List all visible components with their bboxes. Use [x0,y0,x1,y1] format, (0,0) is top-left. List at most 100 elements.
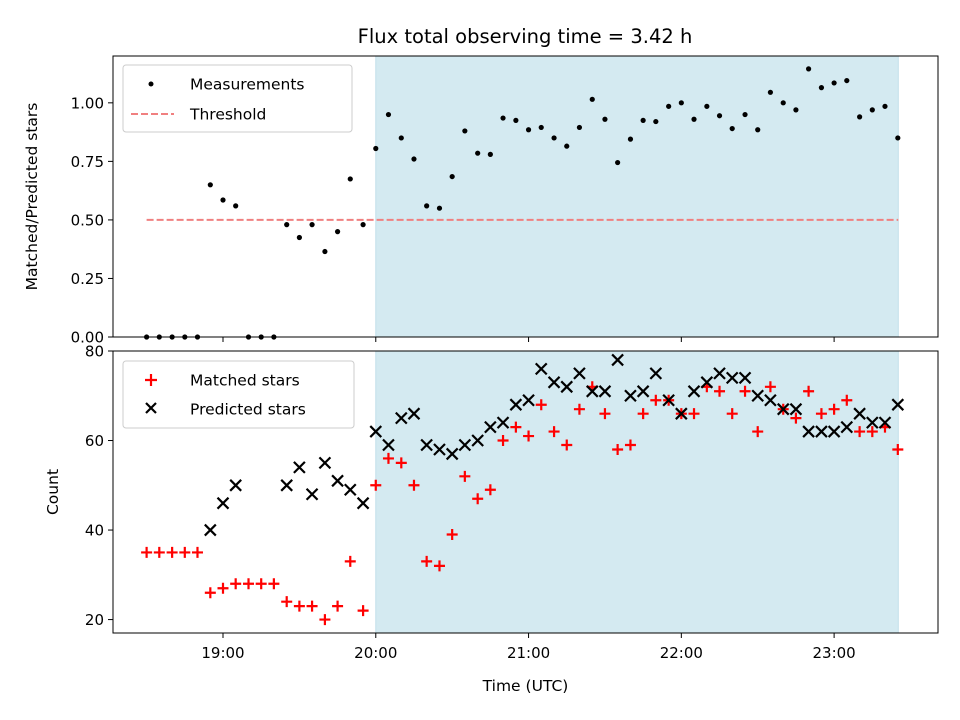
top-axes-frame [112,55,939,338]
predicted-star-point [687,385,701,398]
matched-star-point [153,546,165,558]
predicted-star-point [700,376,714,389]
matched-star-point [281,596,293,608]
measurement-point [322,248,328,255]
measurement-point [576,124,583,131]
matched-star-point [230,578,242,590]
matched-star-point [803,385,815,397]
measurement-point [780,100,786,106]
matched-star-point [828,403,840,415]
matched-star-point [764,381,776,393]
matched-star-point [573,403,585,415]
matched-star-point [612,443,624,455]
measurement-point [615,159,621,166]
predicted-star-point [764,393,777,407]
measurement-point [513,117,519,123]
matched-star-point [306,600,318,612]
measurement-point [436,205,443,211]
measurement-point [831,80,837,86]
matched-star-point [357,605,369,617]
predicted-star-point [789,402,803,416]
legend-predicted-label: Predicted stars [190,401,306,419]
matched-star-point [624,439,636,451]
measurement-point [487,151,493,157]
measurement-point [424,203,430,209]
measurement-point [411,156,417,162]
y-tick-label: 0.25 [71,270,104,288]
matched-star-point [637,408,649,420]
bottom-y-axis-label: Count [44,469,62,515]
measurement-point [334,229,341,235]
matched-star-point [268,578,280,590]
predicted-star-point [853,407,866,420]
predicted-star-point [776,402,790,416]
matched-star-point [370,479,382,491]
bottom-legend-box [122,360,355,429]
predicted-star-point [751,389,764,403]
measurement-point [385,111,392,118]
predicted-star-point [675,407,688,420]
measurement-point [895,135,901,141]
measurement-point [373,145,379,152]
measurement-point [602,116,608,122]
predicted-star-point [420,438,433,452]
legend-matched-marker [145,374,157,386]
matched-star-point [344,555,356,567]
measurement-point [844,77,850,84]
matched-star-point [382,452,394,464]
matched-star-point [255,578,267,590]
predicted-star-point [802,425,815,438]
matched-star-point [217,582,229,594]
measurement-point [564,143,570,149]
measurement-point [220,197,226,203]
predicted-star-point [725,371,739,385]
measurement-point [742,111,748,118]
predicted-star-point [382,438,395,452]
predicted-star-point [560,380,574,394]
predicted-star-point [280,479,293,492]
predicted-star-point [433,443,446,456]
predicted-star-point [229,479,242,492]
matched-star-point [191,546,203,558]
x-tick-label: 19:00 [201,644,244,662]
matched-star-point [535,399,547,411]
measurement-point [538,124,544,131]
matched-star-point [841,394,853,406]
matched-star-point [243,578,255,590]
predicted-star-point [356,496,370,510]
bottom-legend: Matched stars Predicted stars [122,360,355,429]
top-legend-box [122,64,353,133]
predicted-star-point [369,425,383,438]
predicted-star-point [815,425,828,438]
matched-star-point [408,479,420,491]
predicted-star-point [891,398,905,411]
measurement-point [627,136,634,142]
legend-matched-label: Matched stars [190,372,300,390]
predicted-star-point [827,425,841,438]
predicted-star-point [305,487,319,501]
matched-star-point [892,443,904,455]
measurement-point [347,176,353,182]
measurement-point [729,125,735,132]
y-tick-label: 20 [85,611,104,629]
predicted-star-point [866,416,879,429]
measurement-point [691,116,697,122]
measurement-point [462,128,468,134]
measurement-point [398,135,404,141]
chart-title: Flux total observing time = 3.42 h [358,25,693,48]
matched-star-point [484,484,496,496]
predicted-star-point [395,411,408,425]
top-y-axis-label: Matched/Predicted stars [23,103,41,291]
matched-star-point [204,587,216,599]
matched-star-point [395,457,407,469]
measurement-point [666,103,672,109]
bottom-plot-marks [141,353,905,626]
predicted-star-point [216,496,230,510]
y-tick-label: 0.50 [71,211,104,229]
x-tick-label: 20:00 [354,644,397,662]
predicted-star-point [624,389,637,403]
measurement-point [793,107,799,113]
top-panel: 0.00 0.25 0.50 0.75 1.00 Matched/Predicted s… [23,55,939,347]
predicted-star-point [318,456,332,470]
predicted-star-point [636,385,650,398]
